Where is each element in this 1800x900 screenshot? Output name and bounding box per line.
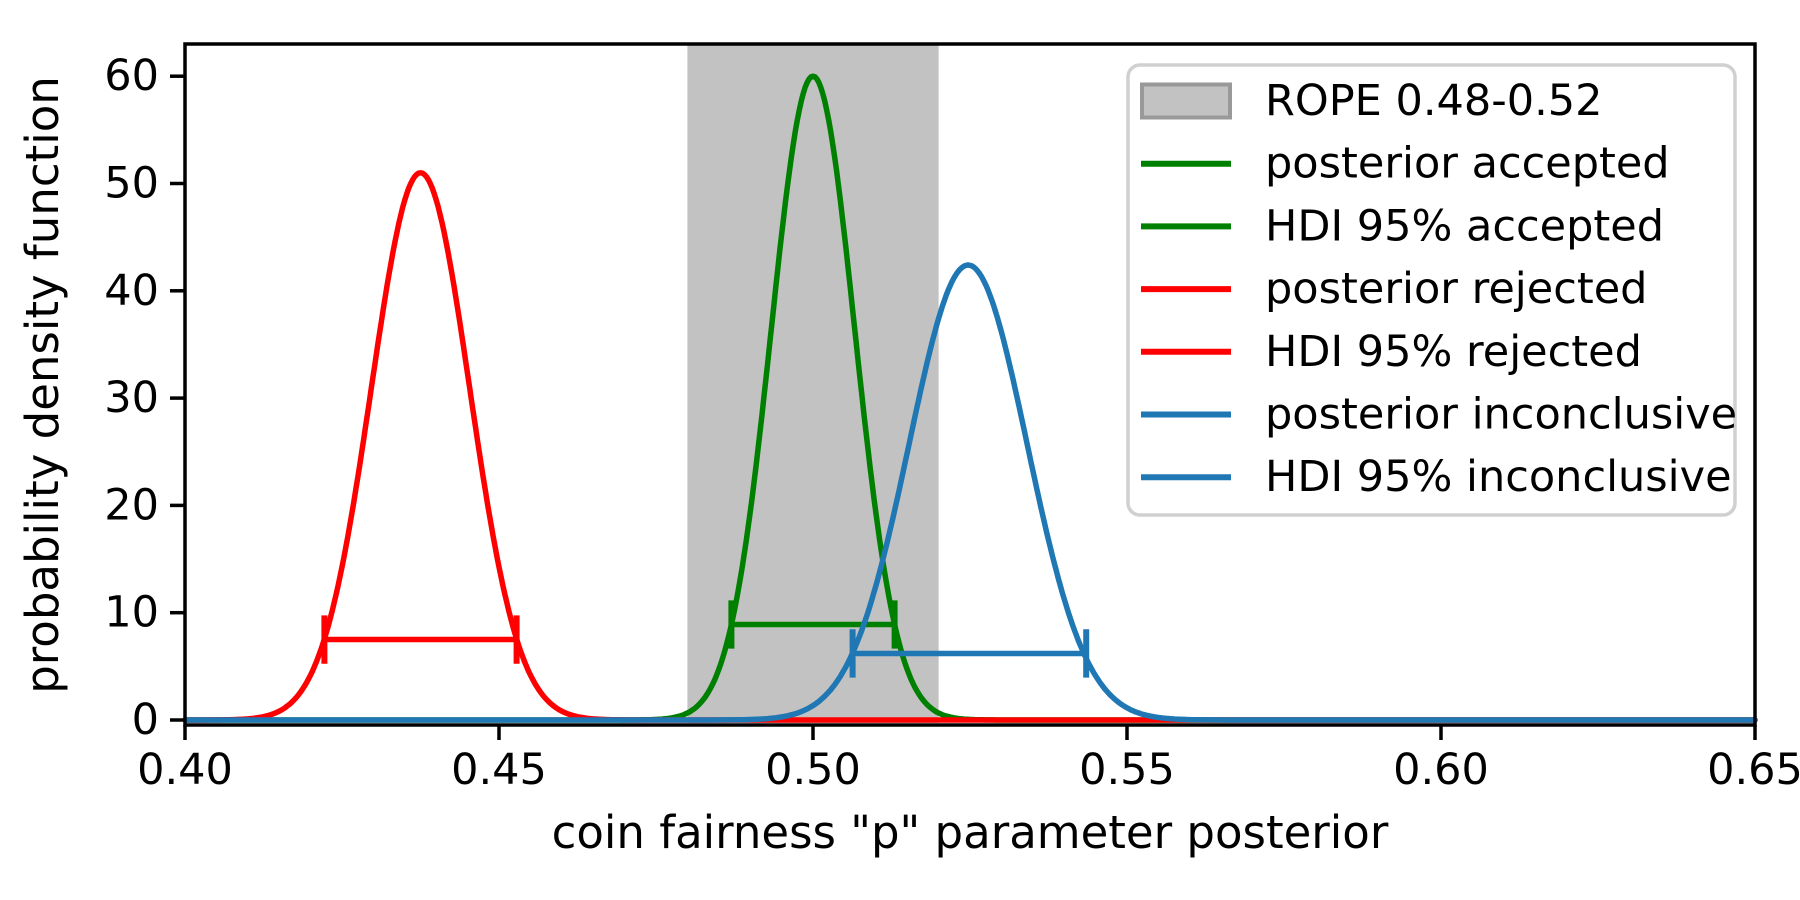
y-tick-label-20: 20: [104, 480, 159, 530]
x-tick-label-0.65: 0.65: [1707, 745, 1800, 795]
hdi-accepted: [728, 600, 898, 649]
x-tick-label-0.40: 0.40: [137, 745, 233, 795]
legend-label-2: HDI 95% accepted: [1265, 201, 1664, 251]
x-axis-label: coin fairness "p" parameter posterior: [552, 806, 1389, 859]
axes-spines: [183, 42, 1757, 727]
legend-label-6: HDI 95% inconclusive: [1265, 452, 1732, 502]
rope-band: [687, 44, 939, 723]
x-tick-label-0.55: 0.55: [1079, 745, 1175, 795]
legend-swatch-rope-patch: [1140, 82, 1232, 120]
x-tick-label-0.45: 0.45: [451, 745, 547, 795]
legend-label-4: HDI 95% rejected: [1265, 327, 1642, 377]
legend-label-0: ROPE 0.48-0.52: [1265, 76, 1603, 126]
legend-label-5: posterior inconclusive: [1265, 390, 1737, 440]
hdi-rejected: [321, 615, 520, 664]
y-tick-label-30: 30: [104, 373, 159, 423]
legend-box: [1126, 63, 1737, 517]
y-tick-label-40: 40: [104, 266, 159, 316]
legend-label-3: posterior rejected: [1265, 264, 1647, 314]
legend-label-1: posterior accepted: [1265, 139, 1670, 189]
y-tick-label-50: 50: [104, 159, 159, 209]
plot-area: 0.40 0.45 0.50 0.55 0.60 0.65 0 10 20 30 40 50 60: [104, 42, 1800, 795]
y-tick-label-10: 10: [104, 588, 159, 638]
legend: ROPE 0.48-0.52 posterior accepted HDI 95% …: [1126, 63, 1737, 517]
x-tick-label-0.60: 0.60: [1393, 745, 1489, 795]
x-tick-label-0.50: 0.50: [765, 745, 861, 795]
posterior-inconclusive-curve: [182, 262, 1758, 723]
y-axis-label: probability density function: [16, 76, 69, 694]
y-tick-label-60: 60: [104, 51, 159, 101]
hdi-inconclusive: [849, 629, 1090, 678]
y-tick-label-0: 0: [132, 695, 159, 745]
